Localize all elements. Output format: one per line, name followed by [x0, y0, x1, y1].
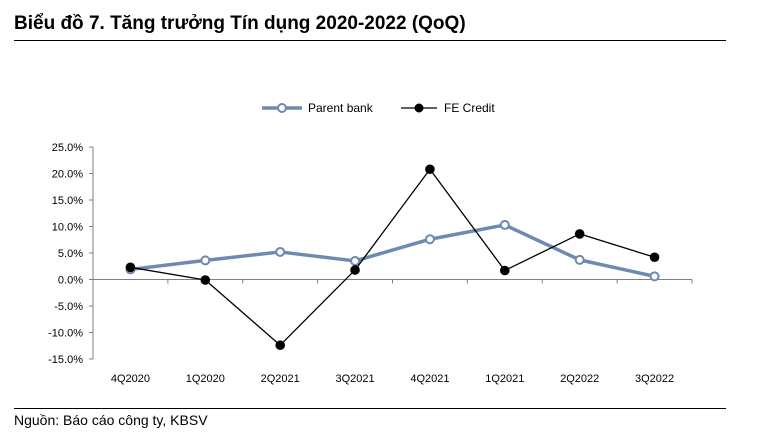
chart-title: Biểu đồ 7. Tăng trưởng Tín dụng 2020-202… — [14, 13, 466, 34]
x-tick-label: 3Q2022 — [635, 373, 674, 385]
data-point-parent-bank — [499, 219, 510, 230]
data-point-parent-bank — [574, 254, 585, 265]
data-point-fe-credit — [574, 229, 585, 239]
x-tick-label: 1Q2020 — [186, 373, 225, 385]
x-tick-label: 2Q2021 — [261, 373, 300, 385]
y-tick-label: 20.0% — [52, 169, 83, 181]
legend-marker — [277, 103, 287, 113]
data-point-parent-bank — [649, 271, 660, 282]
data-point-fe-credit — [200, 275, 211, 285]
top-divider — [14, 40, 726, 41]
data-point-parent-bank — [424, 234, 435, 245]
y-tick-label: 5.0% — [58, 248, 83, 260]
bottom-divider — [14, 408, 726, 409]
data-point-fe-credit — [649, 252, 660, 263]
data-point-fe-credit — [350, 265, 360, 275]
source-note: Nguồn: Báo cáo công ty, KBSV — [14, 412, 208, 428]
legend-label: FE Credit — [444, 101, 495, 115]
data-point-fe-credit — [275, 340, 285, 351]
data-point-parent-bank — [275, 246, 286, 257]
x-tick-label: 3Q2021 — [335, 373, 374, 385]
series-line-parent-bank — [130, 223, 655, 279]
data-point-parent-bank — [350, 255, 361, 266]
y-tick-label: -10.0% — [48, 328, 83, 340]
data-point-fe-credit — [500, 265, 510, 276]
x-tick-label: 4Q2021 — [410, 373, 449, 385]
y-tick-label: 15.0% — [52, 195, 83, 207]
data-point-fe-credit — [125, 262, 136, 273]
legend-label: Parent bank — [308, 101, 374, 115]
y-tick-label: -15.0% — [48, 354, 83, 366]
data-point-parent-bank — [200, 255, 211, 266]
data-point-fe-credit — [425, 164, 435, 175]
y-tick-label: 25.0% — [52, 142, 83, 154]
legend-marker — [414, 103, 424, 113]
chart-legend: Parent bank FE Credit — [262, 101, 495, 115]
chart-series — [125, 164, 660, 351]
y-tick-label: -5.0% — [54, 301, 83, 313]
series-line-fe-credit — [130, 168, 655, 346]
y-tick-label: 0.0% — [58, 275, 83, 287]
chart-axes: 25.0% 20.0% 15.0% 10.0% 5.0% 0.0% -5.0% -10.0% -… — [48, 142, 693, 385]
y-tick-label: 10.0% — [52, 222, 83, 234]
x-tick-label: 1Q2021 — [485, 373, 524, 385]
x-tick-label: 4Q2020 — [111, 373, 150, 385]
x-tick-label: 2Q2022 — [560, 373, 599, 385]
